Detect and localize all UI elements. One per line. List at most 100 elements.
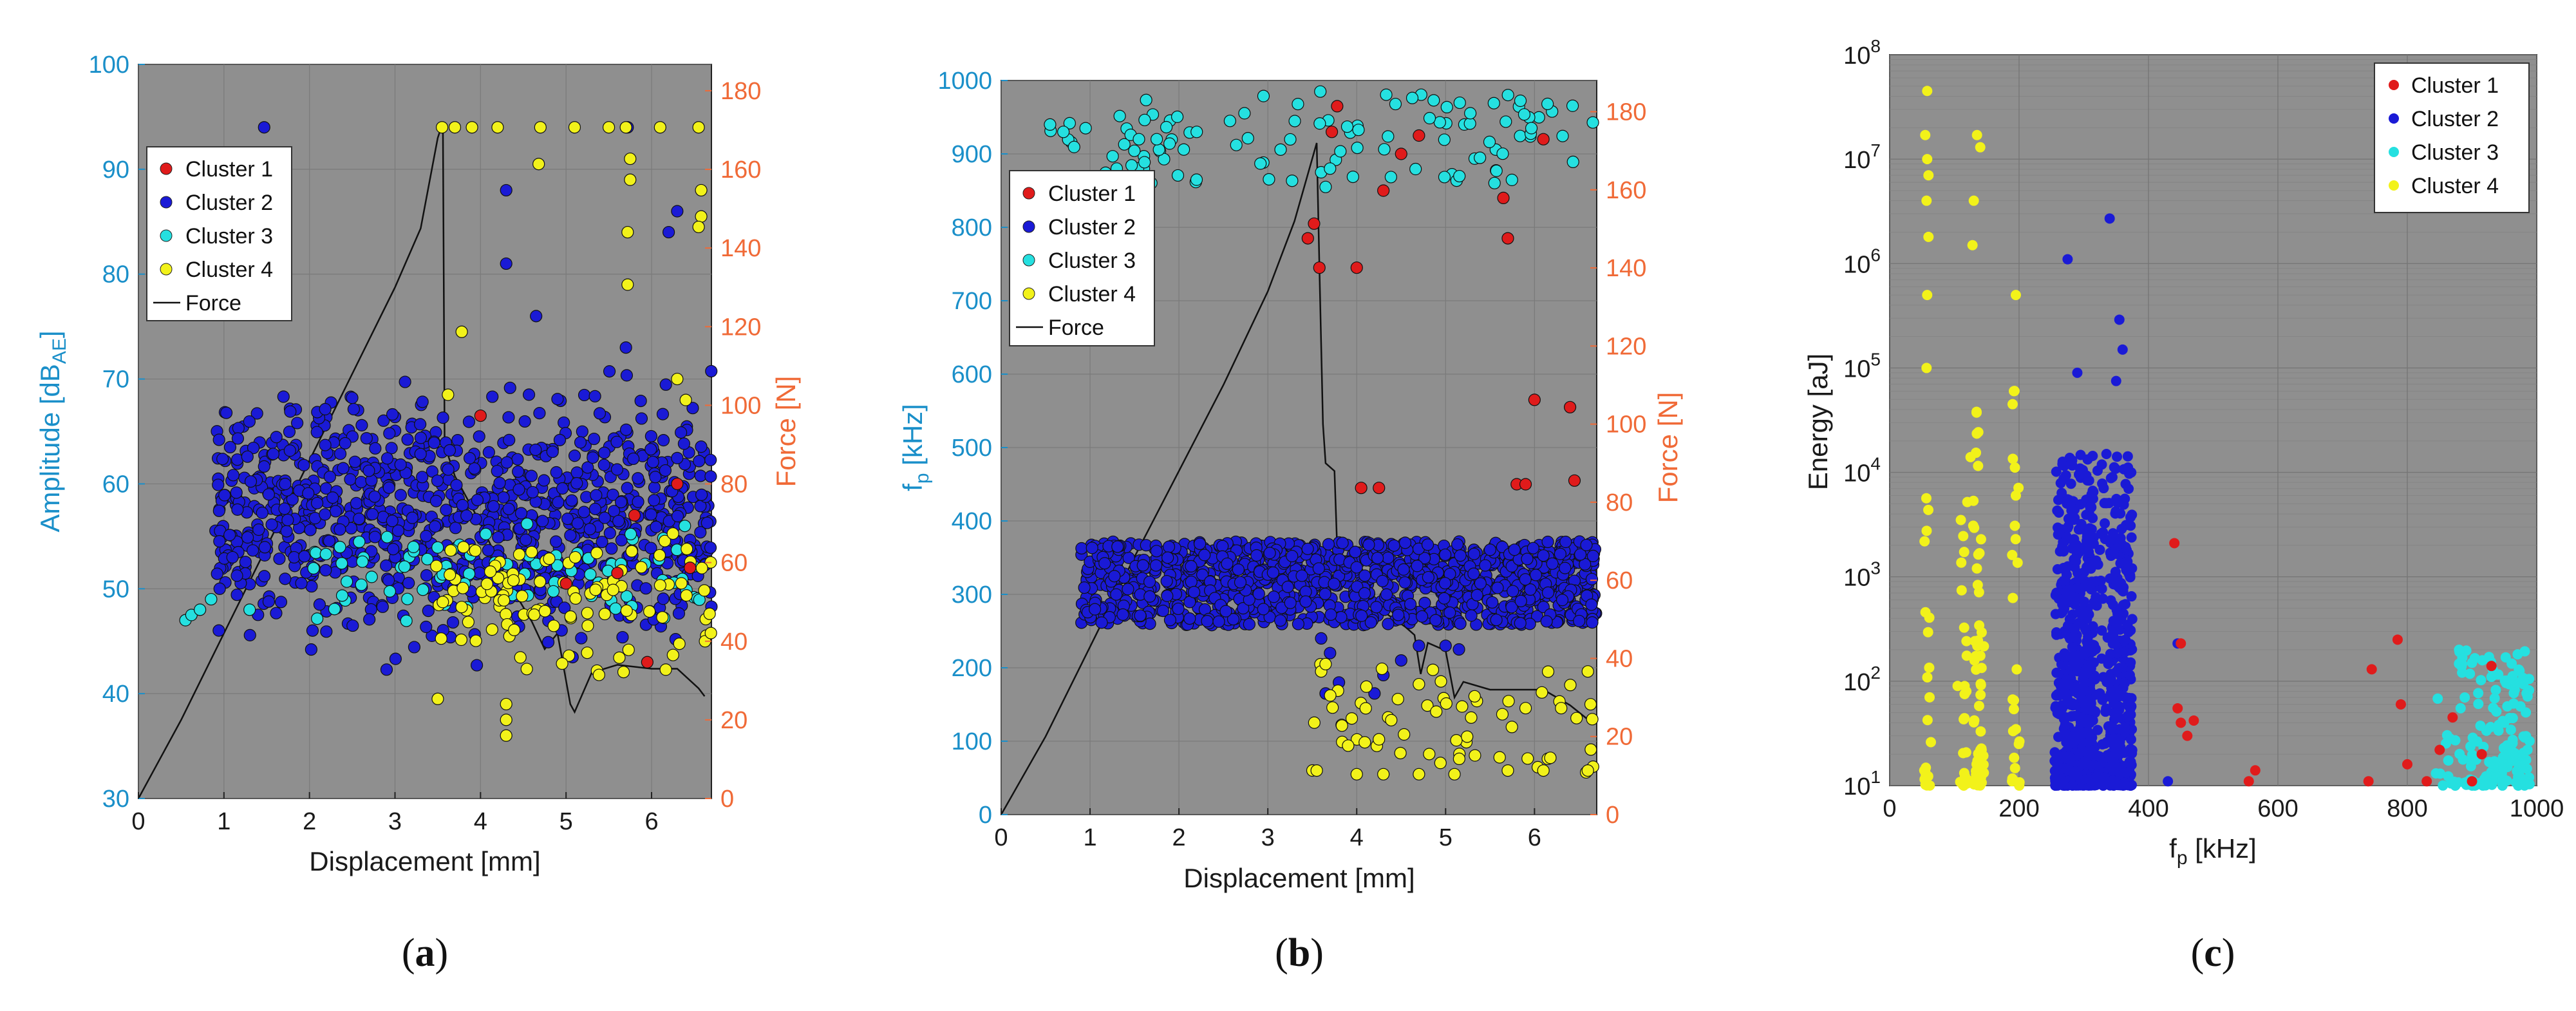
point-cluster4 [435,632,447,645]
point-cluster4 [500,697,512,711]
point-cluster2 [1263,547,1276,560]
point-cluster2 [1161,551,1174,564]
point-cluster4 [680,589,693,602]
point-cluster4 [598,607,611,621]
y-tick-label: 50 [102,576,129,603]
y-tick-exp: 2 [1870,663,1881,683]
point-cluster4 [2007,453,2018,464]
point-cluster3 [417,583,429,596]
point-cluster2 [2074,606,2085,617]
point-cluster2 [323,470,336,484]
point-cluster2 [429,520,442,533]
point-cluster3 [1409,162,1422,176]
point-cluster2 [1540,615,1553,628]
point-cluster2 [1108,570,1121,583]
point-cluster4 [500,713,512,726]
point-cluster2 [546,445,559,458]
x-tick-label: 1 [1083,824,1096,851]
point-cluster2 [2059,460,2070,471]
point-cluster2 [2112,708,2123,719]
point-cluster2 [440,504,453,516]
point-cluster4 [456,581,469,594]
point-cluster1 [2402,759,2412,770]
point-cluster4 [514,651,527,664]
point-cluster3 [2438,780,2449,791]
point-cluster2 [2060,712,2071,723]
point-cluster3 [383,585,397,598]
y-tick-label: 101 [1843,767,1881,800]
point-cluster1 [2421,776,2432,787]
point-cluster2 [500,184,512,197]
legend-label-cluster2: Cluster 2 [2411,107,2499,131]
point-cluster2 [247,441,260,455]
point-cluster4 [1972,580,1983,591]
point-cluster3 [2459,692,2470,703]
point-cluster1 [1373,482,1386,495]
point-cluster2 [346,619,359,632]
point-cluster4 [2007,549,2018,560]
point-cluster3 [2507,713,2518,724]
point-cluster2 [1315,632,1328,645]
point-cluster4 [448,121,462,134]
point-cluster4 [1584,743,1597,756]
point-cluster4 [592,668,605,681]
point-cluster4 [1975,726,1986,737]
point-cluster4 [1434,675,1447,688]
point-cluster4 [656,611,669,624]
point-cluster4 [1493,751,1506,764]
point-cluster4 [520,663,533,676]
point-cluster2 [561,513,574,525]
x-tick-label: 4 [474,808,487,835]
point-cluster3 [1292,98,1304,111]
point-cluster2 [270,431,283,444]
point-cluster2 [2058,731,2069,742]
y-tick-label: 108 [1843,36,1881,70]
y-tick-label: 100 [89,52,129,79]
point-cluster2 [2097,757,2108,768]
point-cluster4 [484,565,497,578]
point-cluster2 [385,442,398,455]
point-cluster4 [653,121,666,134]
point-cluster3 [2488,703,2499,713]
y-tick-label: 0 [979,802,992,829]
x-tick-label: 0 [1883,795,1896,822]
point-cluster2 [2073,543,2084,554]
point-cluster2 [522,388,536,401]
point-cluster1 [2172,703,2183,713]
point-cluster2 [1392,609,1405,621]
point-cluster2 [306,624,319,637]
point-cluster2 [443,444,456,457]
point-cluster4 [1453,752,1465,766]
point-cluster2 [2127,509,2138,520]
y2-tick-label: 160 [720,156,761,184]
point-cluster4 [643,605,656,618]
point-cluster2 [2085,715,2096,726]
point-cluster4 [675,577,688,590]
point-cluster2 [2085,502,2096,513]
legend-label-cluster3: Cluster 3 [185,224,273,249]
x-tick-label: 1000 [2510,795,2564,822]
point-cluster2 [2114,314,2125,325]
point-cluster4 [1570,712,1583,724]
point-cluster1 [2366,664,2377,675]
point-cluster4 [1956,557,1967,568]
point-cluster4 [673,638,686,650]
point-cluster2 [1376,574,1389,587]
point-cluster4 [1345,712,1359,725]
point-cluster1 [2434,744,2445,755]
point-cluster3 [205,592,218,606]
point-cluster1 [611,567,624,580]
point-cluster2 [2115,508,2126,519]
point-cluster2 [1299,595,1312,608]
point-cluster2 [1266,566,1279,579]
y-tick-label: 80 [102,261,129,288]
point-cluster2 [258,541,271,554]
y2-tick-label: 140 [720,235,761,262]
point-cluster2 [606,488,619,501]
point-cluster3 [1163,137,1176,150]
point-cluster2 [278,502,291,515]
legend-label-cluster3: Cluster 3 [1048,249,1136,273]
legend-label-cluster4: Cluster 4 [2411,174,2499,198]
